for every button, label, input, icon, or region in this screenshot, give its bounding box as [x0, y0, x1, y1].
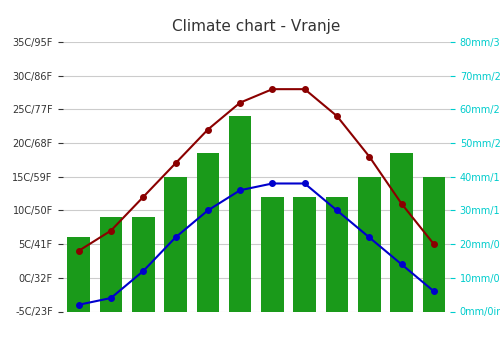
Bar: [326, 197, 348, 312]
Bar: [164, 177, 187, 312]
Bar: [229, 116, 252, 312]
Bar: [294, 197, 316, 312]
Title: Climate chart - Vranje: Climate chart - Vranje: [172, 19, 340, 34]
Bar: [358, 177, 380, 312]
Bar: [261, 197, 283, 312]
Bar: [422, 177, 445, 312]
Bar: [132, 217, 154, 312]
Bar: [196, 153, 219, 312]
Bar: [100, 217, 122, 312]
Legend: Prec, Min, Max: Prec, Min, Max: [68, 346, 242, 350]
Bar: [390, 153, 413, 312]
Bar: [68, 237, 90, 312]
